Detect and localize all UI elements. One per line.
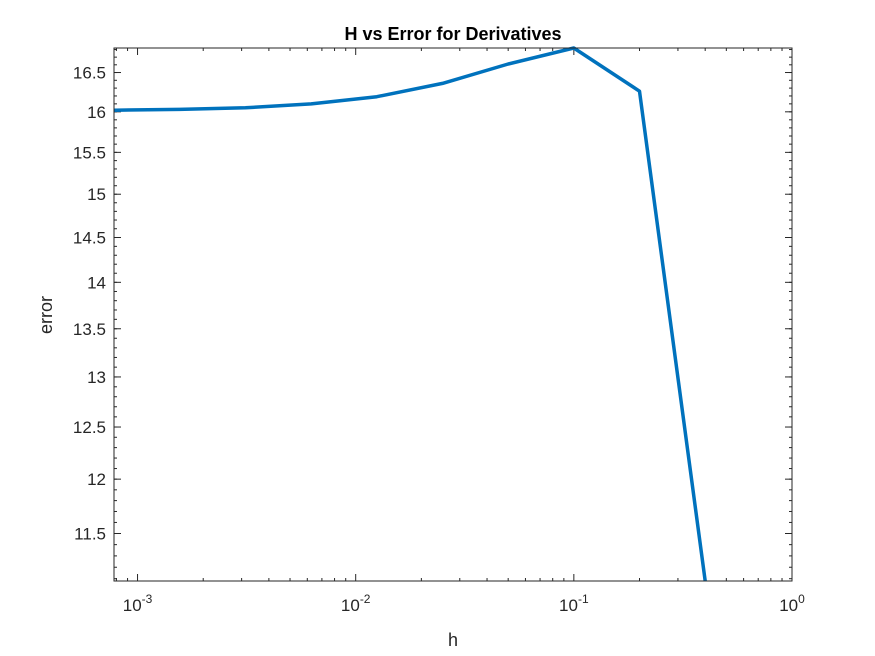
x-axis-label: h bbox=[448, 630, 458, 650]
x-tick-label-base: 10 bbox=[779, 596, 798, 615]
x-tick-label: 10-3 bbox=[123, 592, 153, 615]
chart-title: H vs Error for Derivatives bbox=[344, 24, 561, 44]
y-tick-label: 15 bbox=[87, 185, 106, 204]
y-tick-label: 15.5 bbox=[73, 143, 106, 162]
series-line bbox=[114, 46, 707, 582]
x-tick-label: 100 bbox=[779, 592, 805, 615]
series-layer bbox=[114, 46, 707, 582]
y-tick-label: 13.5 bbox=[73, 320, 106, 339]
x-tick-label: 10-1 bbox=[559, 592, 589, 615]
y-axis-label: error bbox=[36, 296, 56, 334]
y-tick-label: 16.5 bbox=[73, 64, 106, 83]
y-tick-label: 12.5 bbox=[73, 418, 106, 437]
plot-area bbox=[114, 48, 792, 581]
x-tick-label-base: 10 bbox=[559, 596, 578, 615]
x-tick-label-exponent: -3 bbox=[142, 592, 153, 606]
y-tick-label: 11.5 bbox=[74, 524, 106, 543]
x-tick-label-base: 10 bbox=[341, 596, 360, 615]
x-tick-label-exponent: -1 bbox=[578, 592, 589, 606]
x-tick-label-base: 10 bbox=[123, 596, 142, 615]
y-tick-label: 14.5 bbox=[73, 229, 106, 248]
y-tick-label: 12 bbox=[87, 470, 106, 489]
y-tick-label: 14 bbox=[87, 273, 106, 292]
y-tick-labels: 11.5 12 12.5 13 13.5 14 14.5 15 15.5 16 16.5 bbox=[73, 64, 106, 544]
x-tick-label: 10-2 bbox=[341, 592, 371, 615]
plot-box bbox=[113, 47, 793, 582]
x-tick-labels: 10-3 10-2 10-1 100 bbox=[123, 592, 805, 615]
x-tick-label-exponent: -2 bbox=[360, 592, 371, 606]
x-tick-label-exponent: 0 bbox=[798, 592, 805, 606]
y-tick-label: 13 bbox=[87, 368, 106, 387]
y-tick-label: 16 bbox=[87, 103, 106, 122]
